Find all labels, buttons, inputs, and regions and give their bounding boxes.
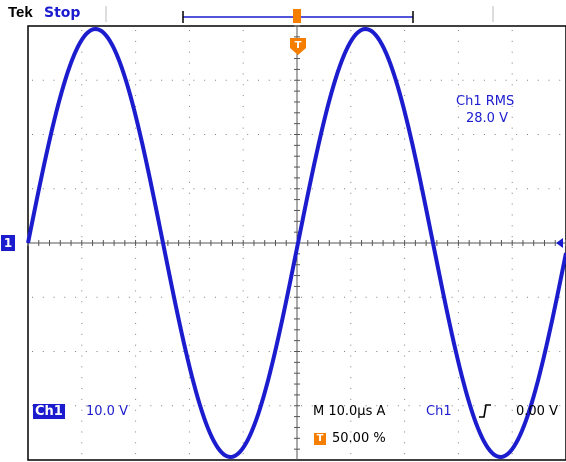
trigger-source: Ch1 — [426, 404, 452, 419]
trigger-position-icon: T — [314, 433, 326, 445]
measurement-value: 28.0 V — [466, 111, 508, 126]
channel-1-ground-marker[interactable]: 1 — [1, 235, 15, 251]
trigger-position-readout: 50.00 % — [332, 431, 386, 446]
channel-1-badge[interactable]: Ch1 — [33, 404, 65, 419]
record-view-bar — [182, 9, 414, 23]
ch1-waveform — [26, 27, 566, 459]
acquisition-status: Stop — [44, 5, 81, 21]
brand-logo: Tek — [8, 4, 33, 21]
trigger-marker-label: T — [295, 40, 302, 51]
measurement-name: Ch1 RMS — [456, 94, 515, 109]
trigger-level-arrow-icon — [556, 238, 563, 248]
trigger-level: 0.00 V — [516, 404, 558, 419]
rising-edge-icon — [479, 404, 491, 418]
trigger-position-marker: T — [290, 38, 306, 55]
timebase-readout: M 10.0µs A — [313, 404, 386, 419]
channel-1-scale: 10.0 V — [86, 404, 128, 419]
